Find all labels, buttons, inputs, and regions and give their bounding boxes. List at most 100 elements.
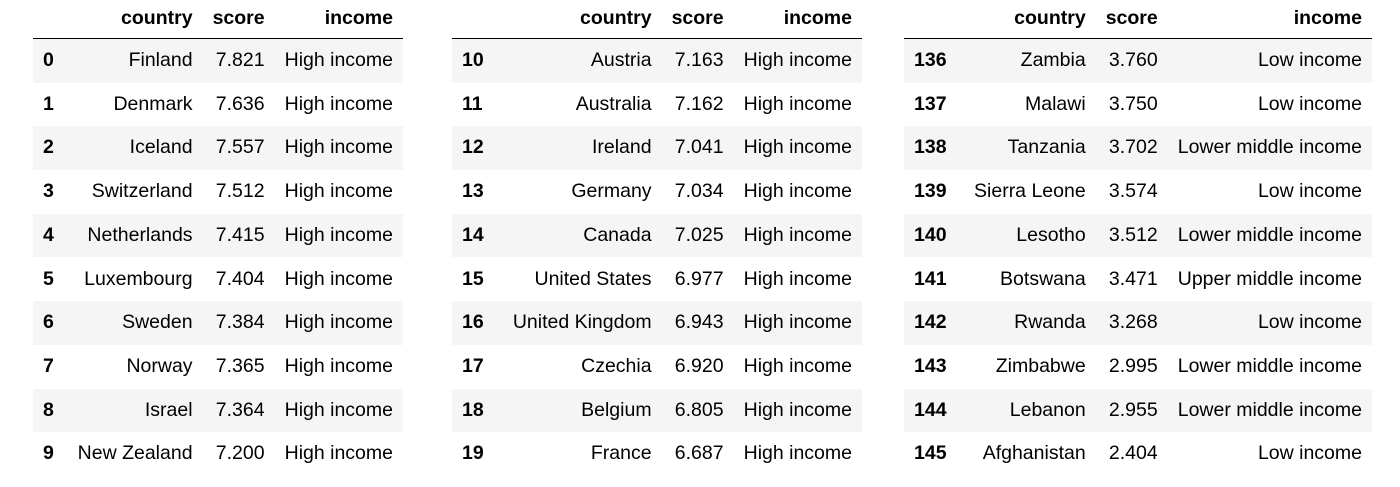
income-cell: Low income <box>1257 442 1362 465</box>
score-cell: 7.821 <box>215 49 265 72</box>
country-cell: Germany <box>571 180 652 203</box>
row-index: 19 <box>462 442 484 465</box>
row-index: 139 <box>914 180 947 203</box>
table-row: 139 Sierra Leone 3.574 Low income <box>904 170 1372 214</box>
dataframe-table-next-ranked: country score income 10 Austria 7.163 High … <box>452 0 862 476</box>
row-index: 4 <box>43 223 54 246</box>
header-row: country score income <box>904 0 1372 39</box>
income-cell: High income <box>743 354 852 377</box>
income-cell: Low income <box>1257 92 1362 115</box>
score-cell: 7.404 <box>215 267 265 290</box>
income-cell: High income <box>284 354 393 377</box>
row-index: 9 <box>43 442 54 465</box>
table-row: 6 Sweden 7.384 High income <box>33 301 403 345</box>
score-cell: 2.404 <box>1108 442 1158 465</box>
income-cell: High income <box>284 180 393 203</box>
country-cell: Switzerland <box>91 180 193 203</box>
row-index: 145 <box>914 442 947 465</box>
table-row: 2 Iceland 7.557 High income <box>33 126 403 171</box>
country-cell: Finland <box>128 49 193 72</box>
table-row: 137 Malawi 3.750 Low income <box>904 82 1372 127</box>
score-cell: 7.557 <box>215 136 265 159</box>
table-row: 142 Rwanda 3.268 Low income <box>904 301 1372 345</box>
table-row: 0 Finland 7.821 High income <box>33 38 403 83</box>
table-row: 12 Ireland 7.041 High income <box>452 126 862 171</box>
country-cell: Belgium <box>581 398 652 421</box>
dataframe-table-top-ranked: country score income 0 Finland 7.821 High i… <box>33 0 403 476</box>
country-cell: United States <box>534 267 652 290</box>
score-cell: 7.636 <box>215 92 265 115</box>
income-cell: Low income <box>1257 311 1362 334</box>
income-header: income <box>274 0 403 39</box>
country-cell: Iceland <box>129 136 193 159</box>
table-row: 18 Belgium 6.805 High income <box>452 388 862 433</box>
table-row: 11 Australia 7.162 High income <box>452 82 862 127</box>
score-cell: 3.702 <box>1108 136 1158 159</box>
table-row: 9 New Zealand 7.200 High income <box>33 432 403 476</box>
score-cell: 3.268 <box>1108 311 1158 334</box>
score-cell: 3.471 <box>1108 267 1158 290</box>
score-cell: 6.687 <box>674 442 724 465</box>
table-row: 10 Austria 7.163 High income <box>452 38 862 83</box>
income-cell: High income <box>284 92 393 115</box>
table-row: 19 France 6.687 High income <box>452 432 862 476</box>
score-cell: 3.750 <box>1108 92 1158 115</box>
country-cell: New Zealand <box>77 442 193 465</box>
score-cell: 7.365 <box>215 354 265 377</box>
score-cell: 7.415 <box>215 223 265 246</box>
row-index: 14 <box>462 223 484 246</box>
row-index: 137 <box>914 92 947 115</box>
income-header: income <box>1167 0 1372 39</box>
table-row: 143 Zimbabwe 2.995 Lower middle income <box>904 344 1372 389</box>
row-index: 142 <box>914 311 947 334</box>
row-index: 140 <box>914 223 947 246</box>
table-row: 141 Botswana 3.471 Upper middle income <box>904 257 1372 302</box>
row-index: 3 <box>43 180 54 203</box>
row-index: 17 <box>462 354 484 377</box>
income-cell: High income <box>743 267 852 290</box>
country-header: country <box>67 0 203 39</box>
income-cell: High income <box>284 311 393 334</box>
country-cell: Zimbabwe <box>995 354 1086 377</box>
income-cell: High income <box>743 136 852 159</box>
score-cell: 6.920 <box>674 354 724 377</box>
income-cell: High income <box>284 223 393 246</box>
income-cell: Upper middle income <box>1177 267 1362 290</box>
table-row: 138 Tanzania 3.702 Lower middle income <box>904 126 1372 171</box>
country-cell: Sierra Leone <box>974 180 1086 203</box>
score-cell: 6.805 <box>674 398 724 421</box>
header-row: country score income <box>33 0 403 39</box>
table-row: 14 Canada 7.025 High income <box>452 213 862 258</box>
table-row: 16 United Kingdom 6.943 High income <box>452 301 862 345</box>
table-row: 4 Netherlands 7.415 High income <box>33 213 403 258</box>
index-header <box>452 0 503 39</box>
score-cell: 7.384 <box>215 311 265 334</box>
score-cell: 7.041 <box>674 136 724 159</box>
row-index: 0 <box>43 49 54 72</box>
country-header: country <box>502 0 662 39</box>
score-cell: 2.955 <box>1108 398 1158 421</box>
score-cell: 7.162 <box>674 92 724 115</box>
table-row: 7 Norway 7.365 High income <box>33 344 403 389</box>
country-cell: Zambia <box>1020 49 1086 72</box>
table-row: 3 Switzerland 7.512 High income <box>33 170 403 214</box>
table-row: 140 Lesotho 3.512 Lower middle income <box>904 213 1372 258</box>
table-body: 10 Austria 7.163 High income 11 Australia 7.16… <box>452 38 862 476</box>
row-index: 16 <box>462 311 484 334</box>
table-row: 8 Israel 7.364 High income <box>33 388 403 433</box>
row-index: 11 <box>462 92 483 115</box>
score-cell: 6.943 <box>674 311 724 334</box>
country-cell: France <box>590 442 652 465</box>
table-row: 1 Denmark 7.636 High income <box>33 82 403 127</box>
row-index: 8 <box>43 398 54 421</box>
row-index: 2 <box>43 136 54 159</box>
income-cell: Lower middle income <box>1177 136 1362 159</box>
row-index: 12 <box>462 136 484 159</box>
row-index: 138 <box>914 136 947 159</box>
table-row: 5 Luxembourg 7.404 High income <box>33 257 403 302</box>
income-cell: High income <box>743 398 852 421</box>
income-cell: High income <box>284 398 393 421</box>
country-cell: Rwanda <box>1014 311 1086 334</box>
country-cell: Luxembourg <box>84 267 193 290</box>
row-index: 6 <box>43 311 54 334</box>
